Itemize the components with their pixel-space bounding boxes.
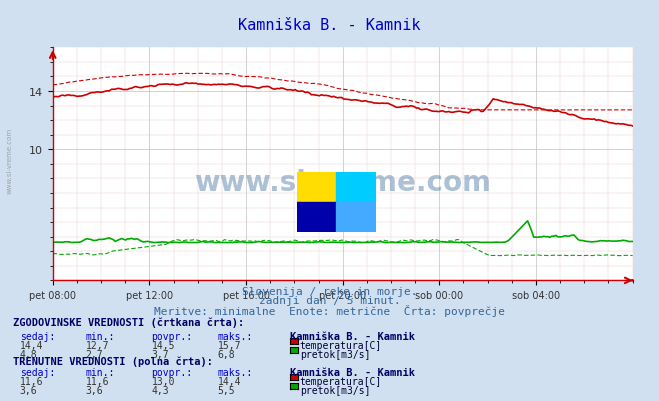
Text: temperatura[C]: temperatura[C] [300, 340, 382, 350]
Text: 14,5: 14,5 [152, 340, 175, 350]
Text: Kamniška B. - Kamnik: Kamniška B. - Kamnik [290, 331, 415, 341]
Text: Slovenija / reke in morje.: Slovenija / reke in morje. [242, 287, 417, 297]
Text: 4,3: 4,3 [152, 385, 169, 395]
Text: maks.:: maks.: [217, 367, 252, 377]
Text: 2,7: 2,7 [86, 349, 103, 359]
Text: 12,7: 12,7 [86, 340, 109, 350]
Text: 5,5: 5,5 [217, 385, 235, 395]
Bar [297, 203, 336, 233]
Text: sedaj:: sedaj: [20, 331, 55, 341]
Text: 3,7: 3,7 [152, 349, 169, 359]
Text: ZGODOVINSKE VREDNOSTI (črtkana črta):: ZGODOVINSKE VREDNOSTI (črtkana črta): [13, 317, 244, 327]
Text: min.:: min.: [86, 367, 115, 377]
Text: 14,4: 14,4 [217, 376, 241, 386]
Text: 15,7: 15,7 [217, 340, 241, 350]
Text: temperatura[C]: temperatura[C] [300, 376, 382, 386]
Text: 3,6: 3,6 [86, 385, 103, 395]
Text: min.:: min.: [86, 331, 115, 341]
Text: maks.:: maks.: [217, 331, 252, 341]
Text: povpr.:: povpr.: [152, 367, 192, 377]
Text: 6,8: 6,8 [217, 349, 235, 359]
Text: Meritve: minimalne  Enote: metrične  Črta: povprečje: Meritve: minimalne Enote: metrične Črta:… [154, 304, 505, 316]
Text: 14,4: 14,4 [20, 340, 43, 350]
Text: TRENUTNE VREDNOSTI (polna črta):: TRENUTNE VREDNOSTI (polna črta): [13, 356, 213, 367]
Text: www.si-vreme.com: www.si-vreme.com [194, 169, 491, 197]
Text: zadnji dan / 5 minut.: zadnji dan / 5 minut. [258, 296, 401, 306]
Text: 13,0: 13,0 [152, 376, 175, 386]
Text: 11,6: 11,6 [20, 376, 43, 386]
Text: povpr.:: povpr.: [152, 331, 192, 341]
Text: pretok[m3/s]: pretok[m3/s] [300, 349, 370, 359]
Text: 4,8: 4,8 [20, 349, 38, 359]
Bar [336, 203, 376, 233]
Text: Kamniška B. - Kamnik: Kamniška B. - Kamnik [290, 367, 415, 377]
Bar [297, 172, 336, 203]
Text: pretok[m3/s]: pretok[m3/s] [300, 385, 370, 395]
Text: sedaj:: sedaj: [20, 367, 55, 377]
Text: www.si-vreme.com: www.si-vreme.com [7, 128, 13, 193]
Text: Kamniška B. - Kamnik: Kamniška B. - Kamnik [239, 18, 420, 33]
Text: 11,6: 11,6 [86, 376, 109, 386]
Bar [336, 172, 376, 203]
Text: 3,6: 3,6 [20, 385, 38, 395]
